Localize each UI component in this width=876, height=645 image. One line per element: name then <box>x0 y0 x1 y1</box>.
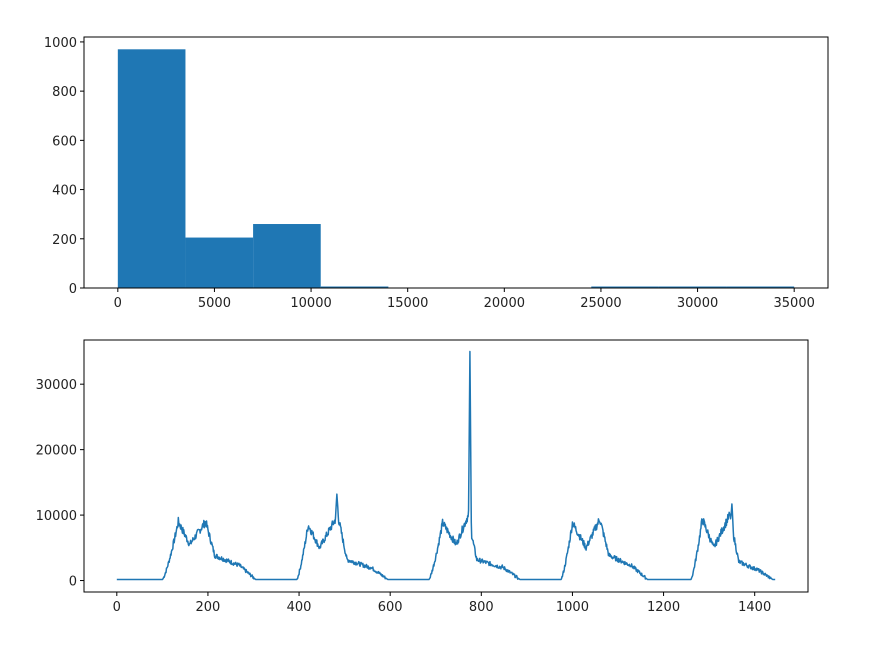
histogram-bar <box>726 286 795 288</box>
histogram-bar <box>658 286 727 288</box>
histogram-xtick-label: 25000 <box>580 296 621 311</box>
line-plot-xtick-label: 1400 <box>738 600 771 615</box>
histogram-axes-frame <box>83 36 829 289</box>
line-plot-axes-frame <box>83 339 809 593</box>
histogram-bar <box>591 286 659 288</box>
histogram-xtick-label: 5000 <box>198 296 231 311</box>
histogram-xtick-label: 0 <box>114 296 122 311</box>
line-plot-xtick-label: 200 <box>196 600 221 615</box>
line-plot-xtick-label: 1000 <box>556 600 589 615</box>
histogram-ytick-label: 200 <box>52 233 77 248</box>
histogram-ytick-label: 0 <box>69 282 77 297</box>
line-plot-ytick-label: 10000 <box>36 509 77 524</box>
histogram-xtick-label: 20000 <box>484 296 525 311</box>
line-plot-ytick-label: 0 <box>69 575 77 590</box>
line-plot-ytick-label: 30000 <box>36 378 77 393</box>
histogram-bar <box>117 49 186 288</box>
line-plot-xtick-label: 800 <box>469 600 494 615</box>
histogram-bar <box>320 286 389 288</box>
line-plot-ytick-label: 20000 <box>36 444 77 459</box>
line-plot-xtick-label: 0 <box>113 600 121 615</box>
line-plot-xtick-label: 600 <box>378 600 403 615</box>
histogram-ytick-label: 600 <box>52 134 77 149</box>
histogram-xtick-label: 35000 <box>774 296 815 311</box>
histogram-panel: 0 5000 10000 15000 20000 25000 30000 35000 0 200 4… <box>44 36 829 311</box>
histogram-xtick-label: 10000 <box>290 296 331 311</box>
line-plot-xtick-label: 400 <box>287 600 312 615</box>
histogram-ytick-label: 400 <box>52 184 77 199</box>
histogram-xtick-label: 30000 <box>677 296 718 311</box>
line-plot-panel: 0 200 400 600 800 1000 1200 1400 0 10000 20000 3000… <box>36 339 809 615</box>
line-plot-xtick-label: 1200 <box>647 600 680 615</box>
histogram-ytick-label: 800 <box>52 85 77 100</box>
histogram-ytick-label: 1000 <box>44 36 77 51</box>
histogram-bar <box>253 224 321 288</box>
histogram-bar <box>185 237 254 288</box>
series-line <box>116 350 776 581</box>
histogram-xtick-label: 15000 <box>387 296 428 311</box>
